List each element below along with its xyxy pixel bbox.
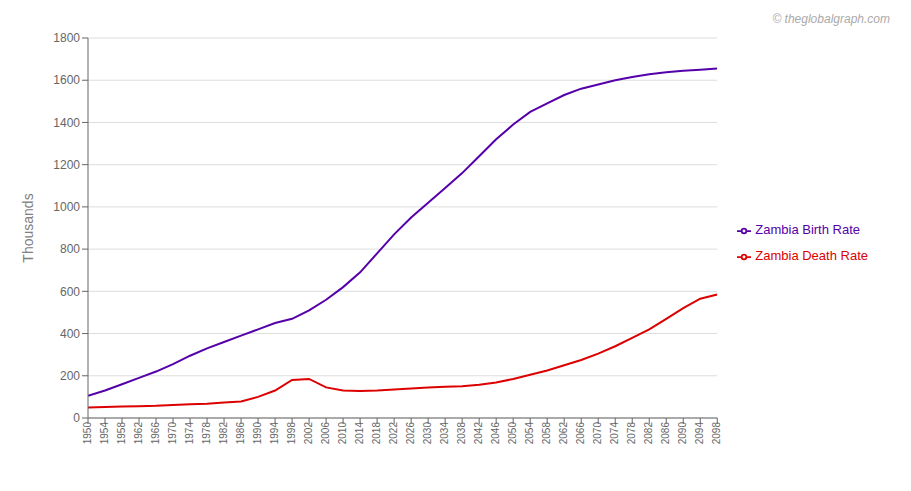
svg-text:600: 600	[60, 285, 80, 299]
svg-text:1990: 1990	[252, 422, 263, 445]
svg-text:2090: 2090	[677, 422, 688, 445]
svg-text:2078: 2078	[626, 422, 637, 445]
svg-text:2042: 2042	[473, 422, 484, 445]
svg-text:2050: 2050	[507, 422, 518, 445]
html-text:© theglobalgraph.com: © theglobalgraph.com	[772, 12, 890, 26]
svg-text:0: 0	[73, 411, 80, 425]
svg-text:2046: 2046	[490, 422, 501, 445]
svg-text:1000: 1000	[53, 200, 80, 214]
svg-text:2002: 2002	[303, 422, 314, 445]
svg-text:1998: 1998	[286, 422, 297, 445]
svg-text:1986: 1986	[235, 422, 246, 445]
svg-text:1950: 1950	[82, 422, 93, 445]
html-text:Zambia Death Rate: Zambia Death Rate	[755, 248, 868, 263]
svg-text:200: 200	[60, 369, 80, 383]
svg-text:400: 400	[60, 327, 80, 341]
svg-text:2022: 2022	[388, 422, 399, 445]
svg-text:1962: 1962	[133, 422, 144, 445]
svg-text:1600: 1600	[53, 73, 80, 87]
svg-text:2062: 2062	[558, 422, 569, 445]
svg-text:1994: 1994	[269, 422, 280, 445]
svg-text:2094: 2094	[694, 422, 705, 445]
svg-text:2038: 2038	[456, 422, 467, 445]
svg-text:2006: 2006	[320, 422, 331, 445]
svg-text:2014: 2014	[354, 422, 365, 445]
svg-text:2066: 2066	[575, 422, 586, 445]
svg-text:2058: 2058	[541, 422, 552, 445]
svg-text:2086: 2086	[660, 422, 671, 445]
svg-text:2018: 2018	[371, 422, 382, 445]
svg-text:1982: 1982	[218, 422, 229, 445]
svg-text:2010: 2010	[337, 422, 348, 445]
svg-text:2082: 2082	[643, 422, 654, 445]
svg-text:2070: 2070	[592, 422, 603, 445]
svg-text:1978: 1978	[201, 422, 212, 445]
svg-text:1970: 1970	[167, 422, 178, 445]
svg-text:1966: 1966	[150, 422, 161, 445]
svg-text:1974: 1974	[184, 422, 195, 445]
svg-text:2054: 2054	[524, 422, 535, 445]
svg-text:2098: 2098	[711, 422, 722, 445]
svg-text:2074: 2074	[609, 422, 620, 445]
svg-text:1200: 1200	[53, 158, 80, 172]
svg-text:Thousands: Thousands	[20, 193, 36, 262]
svg-text:2026: 2026	[405, 422, 416, 445]
svg-text:1958: 1958	[116, 422, 127, 445]
svg-text:800: 800	[60, 242, 80, 256]
svg-text:2034: 2034	[439, 422, 450, 445]
html-text:Zambia Birth Rate: Zambia Birth Rate	[755, 222, 860, 237]
svg-text:2030: 2030	[422, 422, 433, 445]
svg-text:1400: 1400	[53, 116, 80, 130]
svg-text:1800: 1800	[53, 31, 80, 45]
svg-text:1954: 1954	[99, 422, 110, 445]
